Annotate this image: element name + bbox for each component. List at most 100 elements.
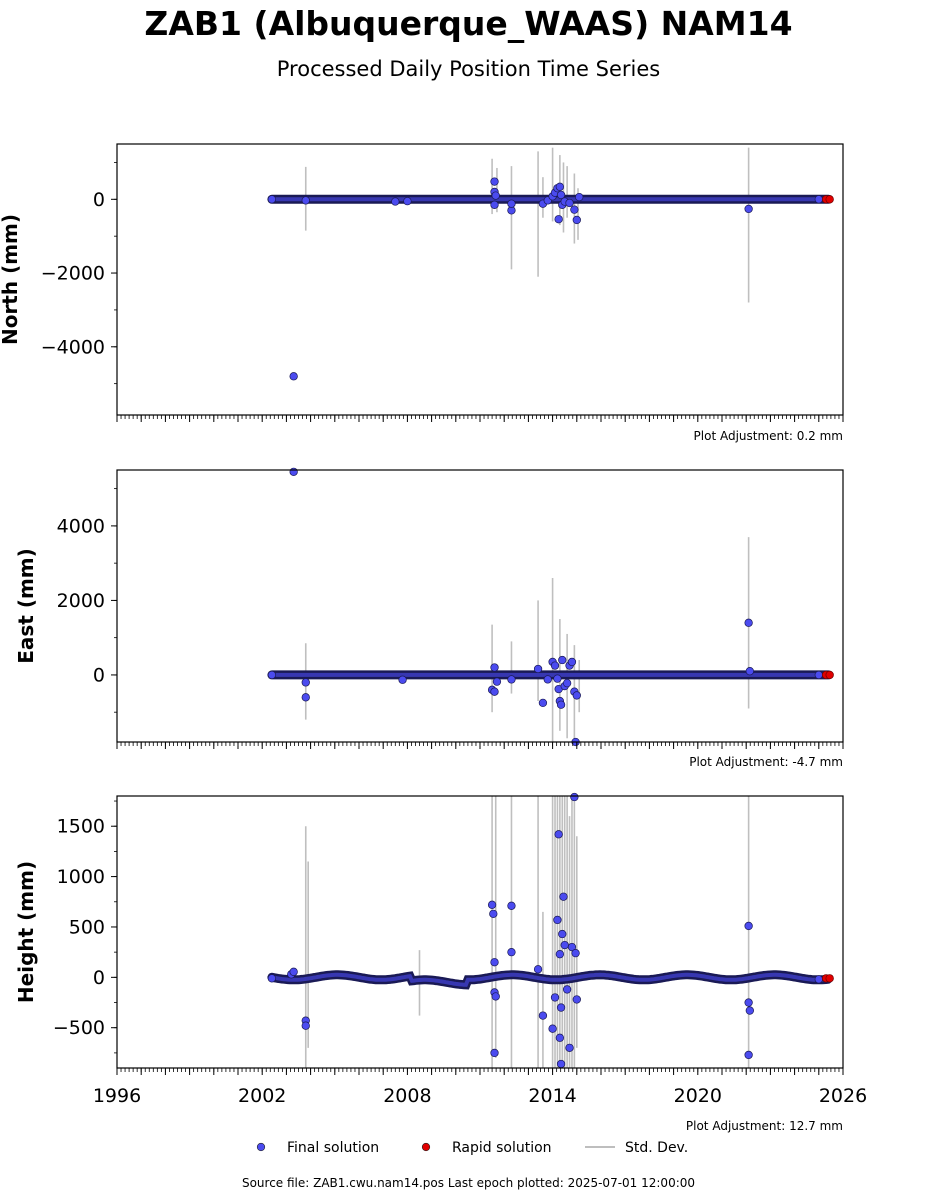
final-solution-legend-marker: [256, 1142, 266, 1152]
y-tick-label: 0: [93, 189, 105, 211]
final-solution-point: [814, 975, 823, 984]
final-solution-point: [745, 667, 754, 676]
chart-subtitle: Processed Daily Position Time Series: [276, 57, 661, 81]
final-solution-point: [538, 1011, 548, 1020]
final-solution-point: [555, 950, 565, 959]
final-solution-point: [572, 215, 581, 225]
legend-label: Rapid solution: [452, 1140, 552, 1156]
final-solution-point: [744, 921, 753, 931]
y-tick-label: 500: [69, 916, 105, 938]
final-solution-point: [301, 693, 310, 702]
chart-title: ZAB1 (Albuquerque_WAAS) NAM14: [144, 4, 793, 43]
plot-adjustment-label: Plot Adjustment: -4.7 mm: [689, 755, 843, 769]
plot-adjustment-label: Plot Adjustment: 0.2 mm: [694, 429, 843, 443]
panel-2: 0 2000 4000 East (mm) Plot Adjustment: -4.7 …: [14, 467, 844, 769]
final-solution-point: [490, 663, 499, 672]
final-solution-point: [550, 993, 560, 1002]
final-solution-point: [289, 467, 298, 477]
final-solution-point: [550, 661, 560, 670]
final-solution-point: [558, 655, 567, 665]
rapid-solution-point: [825, 670, 834, 680]
panel-1: 0 −2000 −4000 North (mm) Plot Adjustment: 0.…: [0, 143, 844, 443]
final-solution-point: [555, 182, 565, 191]
final-solution-point: [745, 1006, 754, 1015]
final-solution-point: [490, 200, 499, 209]
y-axis-label: Height (mm): [14, 861, 38, 1003]
x-tick-label: 1996: [93, 1085, 141, 1107]
final-solution-point: [556, 700, 566, 709]
y-tick-label: 1500: [57, 816, 105, 838]
final-solution-point: [301, 678, 310, 687]
final-solution-point: [490, 958, 499, 967]
plot-frame: [116, 469, 844, 743]
final-solution-point: [556, 1003, 566, 1012]
final-solution-point: [490, 177, 499, 186]
final-solution-point: [558, 929, 567, 939]
y-axis-label: North (mm): [0, 214, 22, 345]
final-solution-point: [567, 942, 577, 952]
final-solution-point: [490, 1048, 499, 1058]
legend: Final solution Rapid solution Std. Dev.: [256, 1140, 688, 1156]
final-solution-point: [533, 965, 543, 974]
legend-label: Final solution: [287, 1140, 379, 1156]
y-tick-label: 4000: [57, 515, 105, 537]
final-solution-point: [560, 940, 569, 950]
final-solution-point: [556, 190, 566, 200]
final-solution-point: [267, 670, 277, 680]
rapid-solution-point: [825, 974, 834, 983]
final-solution-point: [562, 985, 572, 994]
y-tick-label: −2000: [41, 263, 105, 285]
final-solution-point: [554, 215, 563, 224]
plot-frame: [116, 795, 844, 1069]
y-tick-label: 2000: [57, 590, 105, 612]
y-axis-label: East (mm): [14, 548, 38, 664]
final-solution-point: [565, 1043, 574, 1053]
final-solution-point: [553, 915, 562, 925]
plot-adjustment-label: Plot Adjustment: 12.7 mm: [686, 1119, 843, 1133]
final-solution-point: [489, 909, 498, 919]
final-solution-point: [492, 677, 502, 686]
final-solution-point: [744, 998, 753, 1007]
final-solution-point: [538, 698, 548, 708]
y-tick-label: −4000: [41, 336, 105, 358]
y-tick-label: 0: [93, 664, 105, 686]
x-tick-label: 2014: [528, 1085, 576, 1107]
final-solution-point: [398, 675, 407, 684]
x-tick-label: 2026: [819, 1085, 867, 1107]
final-solution-point: [553, 674, 562, 683]
final-solution-point: [572, 995, 581, 1004]
final-solution-point: [570, 205, 579, 214]
final-solution-point: [556, 1059, 566, 1069]
panel-3: 1500 1000 500 0 −500 1996 2002 2008 2014 2020 2026…: [14, 792, 867, 1133]
y-tick-label: 1000: [57, 866, 105, 888]
y-tick-label: −500: [53, 1017, 105, 1039]
y-tick-label: 0: [93, 967, 105, 989]
x-tick-label: 2020: [674, 1085, 722, 1107]
final-solution-point: [533, 664, 543, 674]
final-solution-point: [575, 192, 584, 202]
final-solution-point: [555, 1033, 565, 1042]
final-solution-point: [744, 618, 753, 627]
final-solution-point: [507, 947, 516, 957]
final-solution-point: [490, 687, 499, 696]
final-solution-band-fill: [271, 972, 829, 987]
final-solution-point: [487, 900, 497, 909]
final-solution-point: [507, 675, 516, 684]
rapid-solution-point: [825, 195, 834, 204]
final-solution-point: [559, 892, 568, 901]
final-solution-point: [571, 949, 580, 958]
rapid-solution-legend-marker: [421, 1142, 431, 1152]
final-solution-point: [744, 204, 753, 214]
final-solution-point: [507, 199, 516, 208]
x-tick-label: 2008: [383, 1085, 431, 1107]
final-solution-point: [570, 792, 579, 802]
final-solution-point: [744, 1050, 753, 1060]
legend-label: Std. Dev.: [625, 1140, 688, 1156]
final-solution-point: [543, 675, 552, 684]
final-solution-point: [548, 1024, 557, 1033]
final-solution-point: [491, 992, 500, 1001]
final-solution-point: [403, 196, 412, 206]
final-solution-point: [562, 678, 572, 688]
final-solution-point: [565, 198, 574, 208]
